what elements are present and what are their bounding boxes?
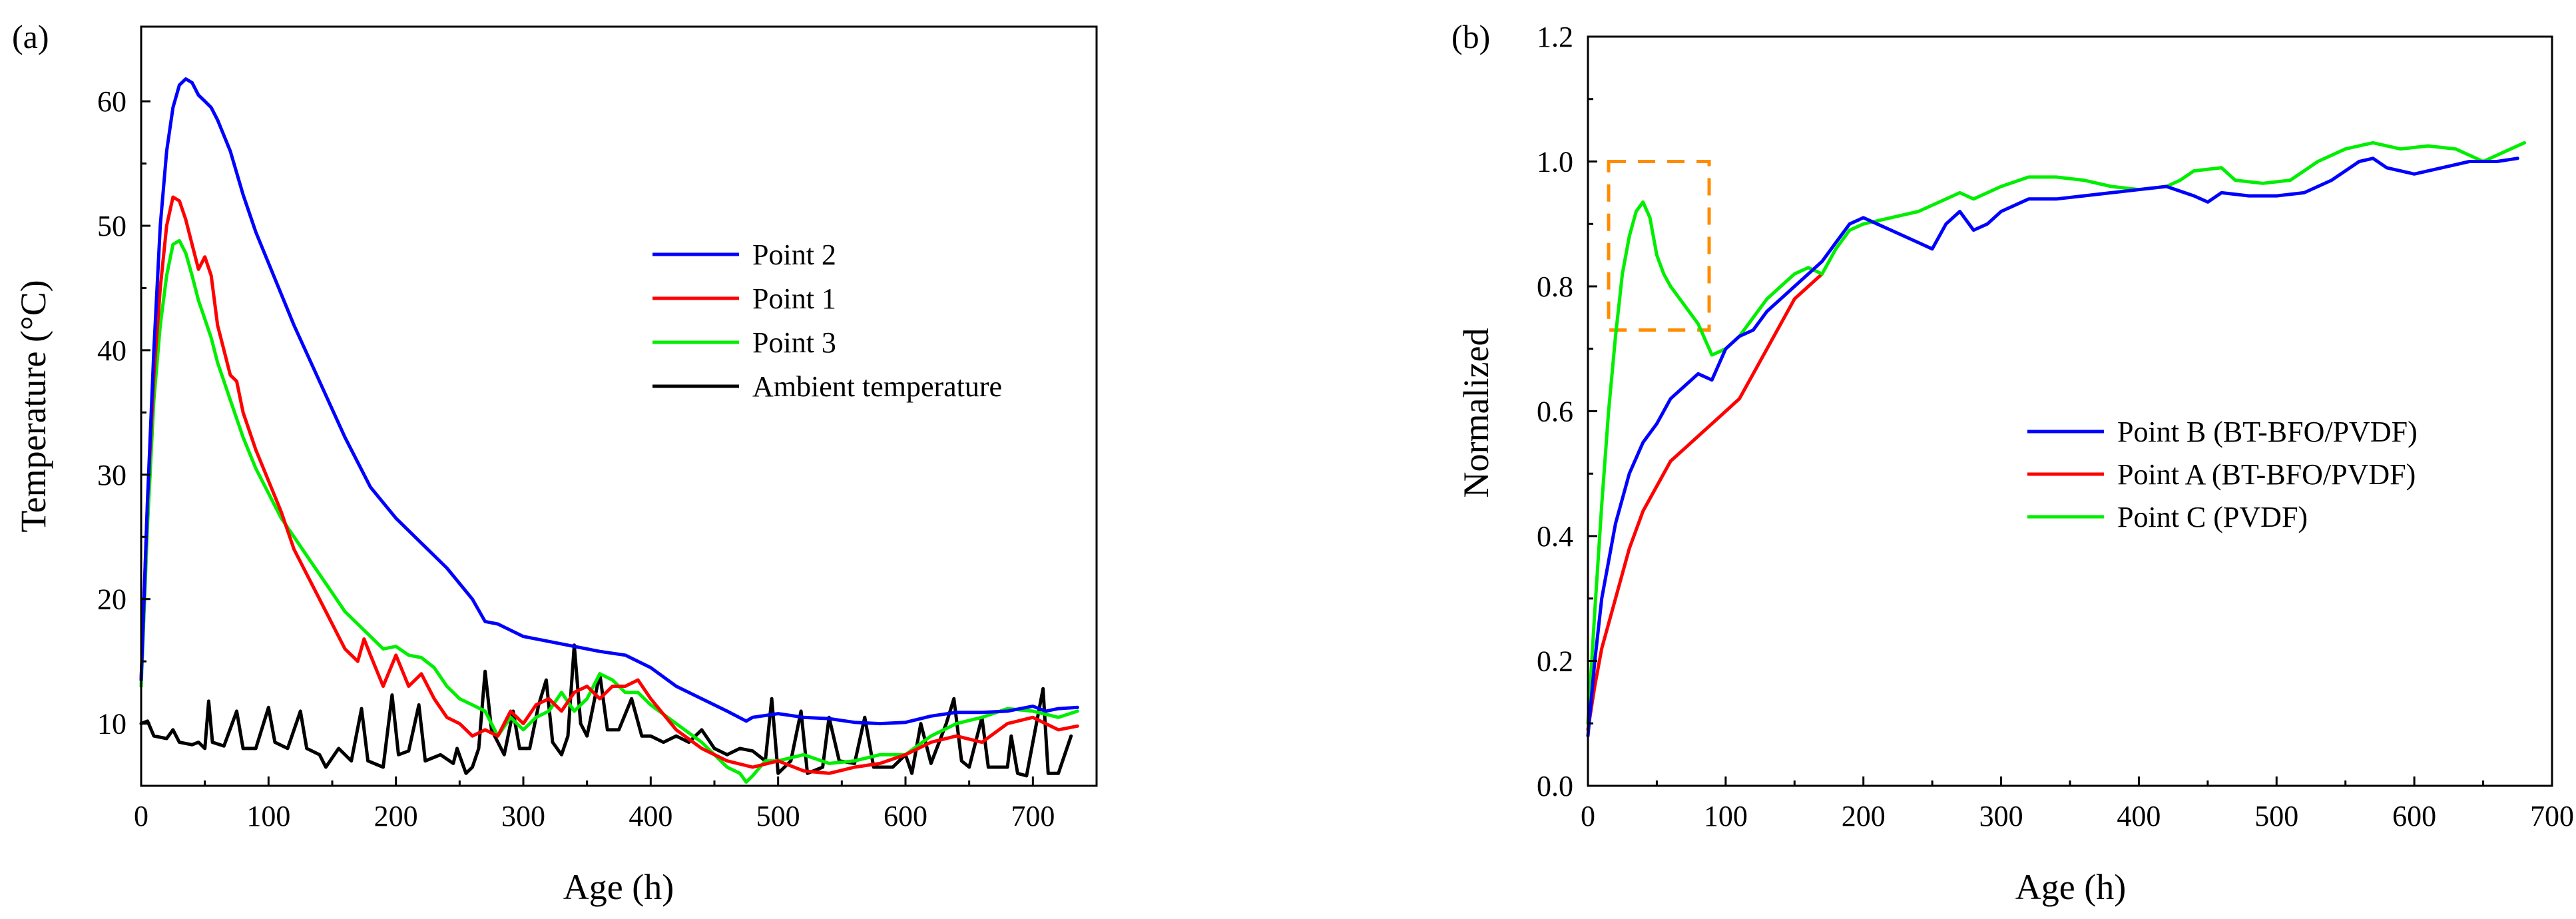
panel-a-plot-frame bbox=[140, 25, 1098, 787]
legend-label: Point C (PVDF) bbox=[2117, 501, 2308, 533]
legend-label: Point B (BT-BFO/PVDF) bbox=[2117, 416, 2418, 448]
x-tick-label: 400 bbox=[2117, 800, 2161, 832]
panel-b-ylabel: Normalized bbox=[1456, 328, 1496, 498]
chart-panel-a: (a) 0 100 200 300 400 500 600 700 10 20 30 40 50 60 A… bbox=[12, 18, 1098, 907]
series-line-ambient-temperature bbox=[139, 643, 1073, 778]
x-tick-label: 700 bbox=[1011, 800, 1055, 832]
y-tick-label: 40 bbox=[97, 334, 127, 367]
y-tick-label: 50 bbox=[97, 210, 127, 242]
y-tick-label: 0.0 bbox=[1537, 770, 1573, 802]
chart-panel-b: (b) 0 100 200 300 400 500 600 700 0.0 0.2 0.4 0.6 0.… bbox=[1451, 18, 2574, 907]
series-line-point-3 bbox=[139, 238, 1079, 784]
legend-label: Point 3 bbox=[752, 326, 836, 359]
series-line-point-a-bt-bfo-pvdf- bbox=[1586, 272, 1824, 732]
x-tick-label: 200 bbox=[1842, 800, 1886, 832]
y-tick-label: 30 bbox=[97, 459, 127, 491]
y-tick-label: 0.2 bbox=[1537, 645, 1573, 678]
legend-label: Point 1 bbox=[752, 282, 836, 315]
x-tick-label: 100 bbox=[246, 800, 290, 832]
x-tick-label: 0 bbox=[134, 800, 148, 832]
legend-label: Ambient temperature bbox=[752, 370, 1002, 403]
panel-b-label: (b) bbox=[1451, 18, 1490, 55]
panel-b-axes: 0 100 200 300 400 500 600 700 0.0 0.2 0.4 0.6 0.8 1.0… bbox=[1537, 21, 2574, 832]
y-tick-label: 1.2 bbox=[1537, 21, 1573, 53]
x-tick-label: 500 bbox=[2254, 800, 2298, 832]
x-tick-label: 300 bbox=[501, 800, 545, 832]
series-line-point-c-pvdf- bbox=[1586, 141, 2527, 725]
y-tick-label: 0.4 bbox=[1537, 520, 1573, 553]
series-line-point-1 bbox=[139, 195, 1079, 775]
panel-b-series-lines bbox=[1586, 141, 2527, 738]
x-tick-label: 600 bbox=[884, 800, 927, 832]
panel-a-label: (a) bbox=[12, 18, 49, 55]
series-line-point-b-bt-bfo-pvdf- bbox=[1586, 156, 2519, 738]
x-tick-label: 400 bbox=[629, 800, 672, 832]
x-tick-label: 0 bbox=[1581, 800, 1595, 832]
y-tick-label: 60 bbox=[97, 85, 127, 118]
panel-b-xlabel: Age (h) bbox=[2015, 867, 2126, 907]
y-tick-label: 1.0 bbox=[1537, 146, 1573, 178]
annotation-dashed-box bbox=[1607, 160, 1711, 332]
x-tick-label: 500 bbox=[756, 800, 800, 832]
panel-a-axes: 0 100 200 300 400 500 600 700 10 20 30 40 50 60 bbox=[97, 85, 1055, 832]
series-line-point-2 bbox=[139, 77, 1079, 726]
y-tick-label: 0.6 bbox=[1537, 396, 1573, 428]
panel-a-ylabel: Temperature (°C) bbox=[13, 280, 53, 532]
x-tick-label: 600 bbox=[2392, 800, 2436, 832]
x-tick-label: 100 bbox=[1704, 800, 1748, 832]
panel-a-xlabel: Age (h) bbox=[563, 867, 674, 907]
legend-label: Point 2 bbox=[752, 238, 836, 271]
y-tick-label: 10 bbox=[97, 708, 127, 741]
y-tick-label: 20 bbox=[97, 583, 127, 616]
panel-b-annotation bbox=[1607, 160, 1711, 332]
panel-a-legend: Point 2 Point 1 Point 3 Ambient temperature bbox=[652, 238, 1002, 403]
x-tick-label: 700 bbox=[2530, 800, 2574, 832]
legend-label: Point A (BT-BFO/PVDF) bbox=[2117, 458, 2416, 491]
x-tick-label: 300 bbox=[1979, 800, 2023, 832]
x-tick-label: 200 bbox=[374, 800, 418, 832]
y-tick-label: 0.8 bbox=[1537, 270, 1573, 303]
panel-b-legend: Point B (BT-BFO/PVDF) Point A (BT-BFO/PVD… bbox=[2027, 416, 2418, 533]
panel-a-series-lines bbox=[139, 77, 1079, 784]
